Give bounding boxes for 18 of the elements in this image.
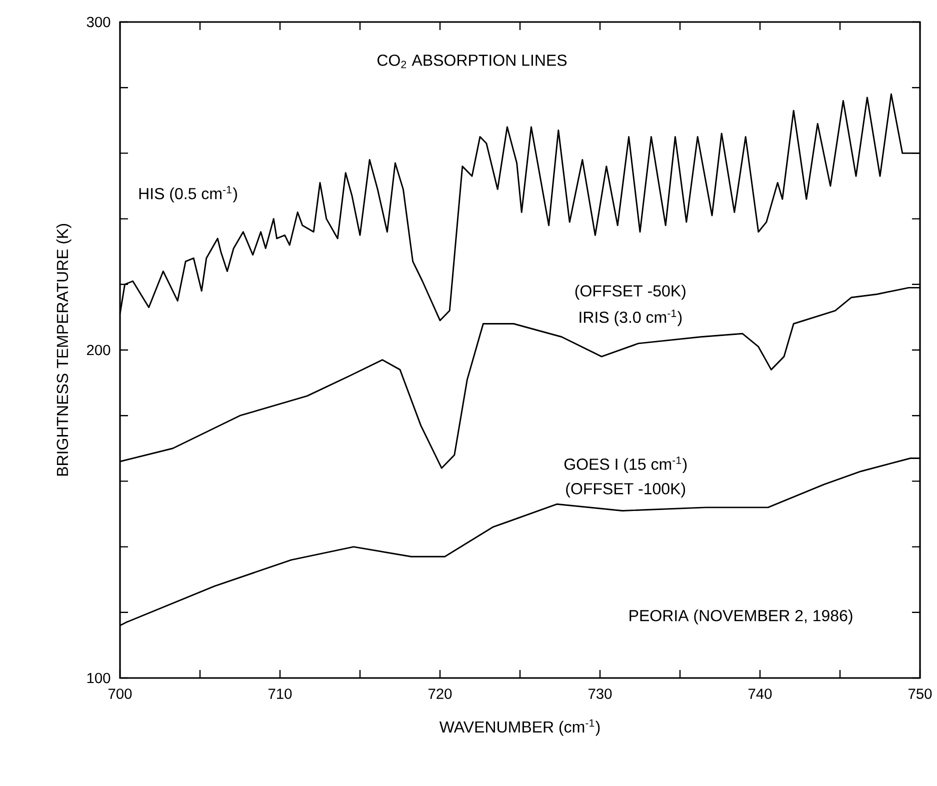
y-tick-label: 200 xyxy=(87,344,110,356)
y-tick-label: 100 xyxy=(87,672,110,684)
x-tick-label: 710 xyxy=(268,688,292,699)
x-tick-label: 700 xyxy=(108,688,132,699)
series-label: IRIS (3.0 cm$^{-1}$) xyxy=(580,310,682,326)
x-tick-label: 750 xyxy=(908,688,932,699)
x-tick-label: 730 xyxy=(588,688,612,699)
annotation: (OFFSET -100K) xyxy=(566,482,686,498)
annotation: PEORIA (NOVEMBER 2, 1986) xyxy=(630,610,852,624)
text: CO$_{2}$ ABSORPTION LINES xyxy=(378,54,567,68)
annotation: (OFFSET -50K) xyxy=(575,284,686,300)
y-axis-title: BRIGHTNESS TEMPERATURE (K) xyxy=(56,224,72,476)
series-label: HIS (0.5 cm$^{-1}$) xyxy=(139,186,237,202)
x-tick-label: 740 xyxy=(748,688,772,699)
y-tick-label: 300 xyxy=(86,16,110,28)
x-tick-label: 720 xyxy=(428,688,452,699)
series-label: GOES I (15 cm$^{-1}$) xyxy=(564,456,687,474)
x-axis-title: WAVENUMBER (cm$^{-1}$) xyxy=(439,719,600,736)
